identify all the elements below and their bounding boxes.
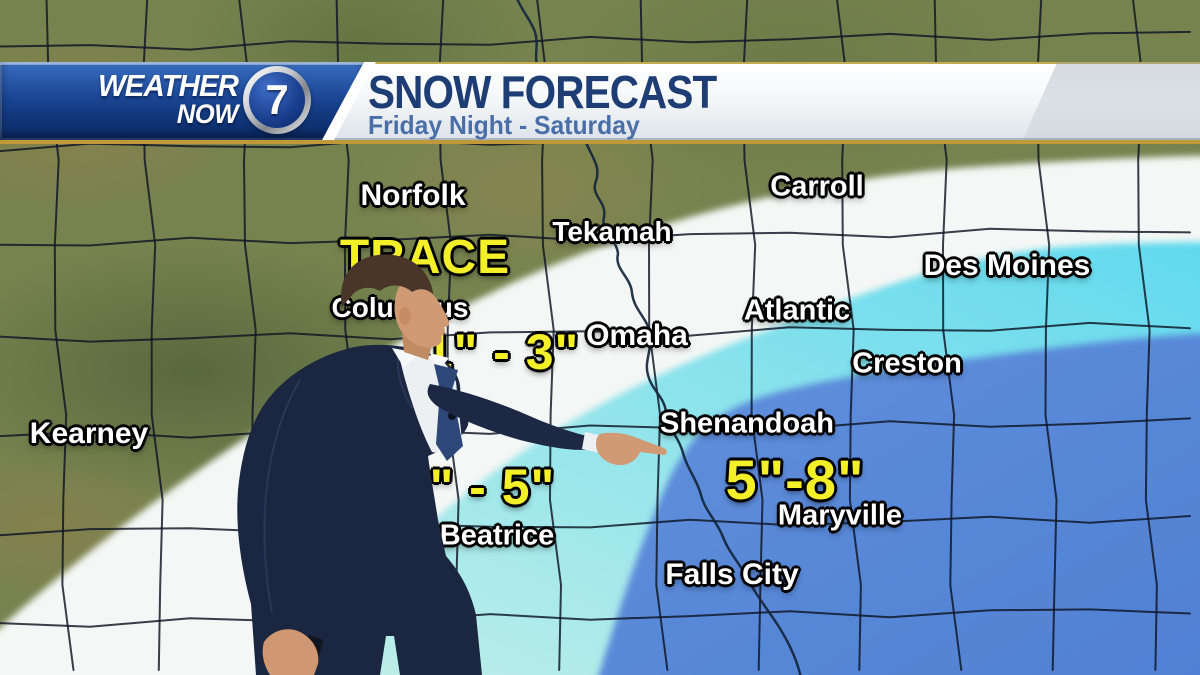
presenter-face bbox=[394, 281, 450, 348]
river-line-top bbox=[516, 0, 539, 66]
city-label: Falls City bbox=[665, 558, 799, 591]
presenter-ear bbox=[399, 307, 411, 325]
channel-number: 7 bbox=[265, 76, 289, 123]
channel-7-logo-inner: 7 bbox=[249, 72, 305, 128]
city-label: Des Moines bbox=[923, 249, 1091, 282]
pointing-hand bbox=[596, 432, 667, 466]
city-label: Shenandoah bbox=[659, 407, 835, 440]
presenter-figure bbox=[237, 254, 667, 675]
presenter-arm bbox=[427, 384, 594, 450]
city-label: Creston bbox=[852, 347, 962, 380]
city-label: Tekamah bbox=[552, 216, 672, 247]
station-name: WEATHER NOW bbox=[0, 68, 239, 129]
station-name-line1: WEATHER bbox=[97, 68, 239, 103]
station-name-line2: NOW bbox=[176, 99, 239, 129]
city-label: Omaha bbox=[586, 319, 688, 352]
presenter-suit bbox=[237, 344, 482, 675]
presenter-hair bbox=[341, 254, 433, 308]
left-hand bbox=[262, 629, 319, 675]
presenter-neck bbox=[402, 334, 432, 360]
forecast-subtitle: Friday Night - Saturday bbox=[368, 110, 640, 140]
snow-amount-label: 5"-8" bbox=[725, 448, 865, 511]
city-label: Norfolk bbox=[360, 179, 466, 212]
forecast-title: SNOW FORECAST bbox=[368, 66, 717, 118]
city-label: Beatrice bbox=[439, 519, 555, 552]
broadcast-banner: WEATHER NOW 7 SNOW FORECAST Friday Night… bbox=[0, 62, 1200, 140]
missouri-river-line bbox=[583, 138, 802, 675]
city-label: Atlantic bbox=[743, 294, 851, 327]
channel-7-logo: 7 bbox=[243, 66, 311, 134]
city-label: Maryville bbox=[777, 499, 903, 532]
shirt-collar bbox=[392, 348, 449, 371]
snow-band-5-8 bbox=[598, 333, 1200, 675]
city-label: Kearney bbox=[29, 417, 149, 450]
city-label: Carroll bbox=[770, 170, 864, 203]
